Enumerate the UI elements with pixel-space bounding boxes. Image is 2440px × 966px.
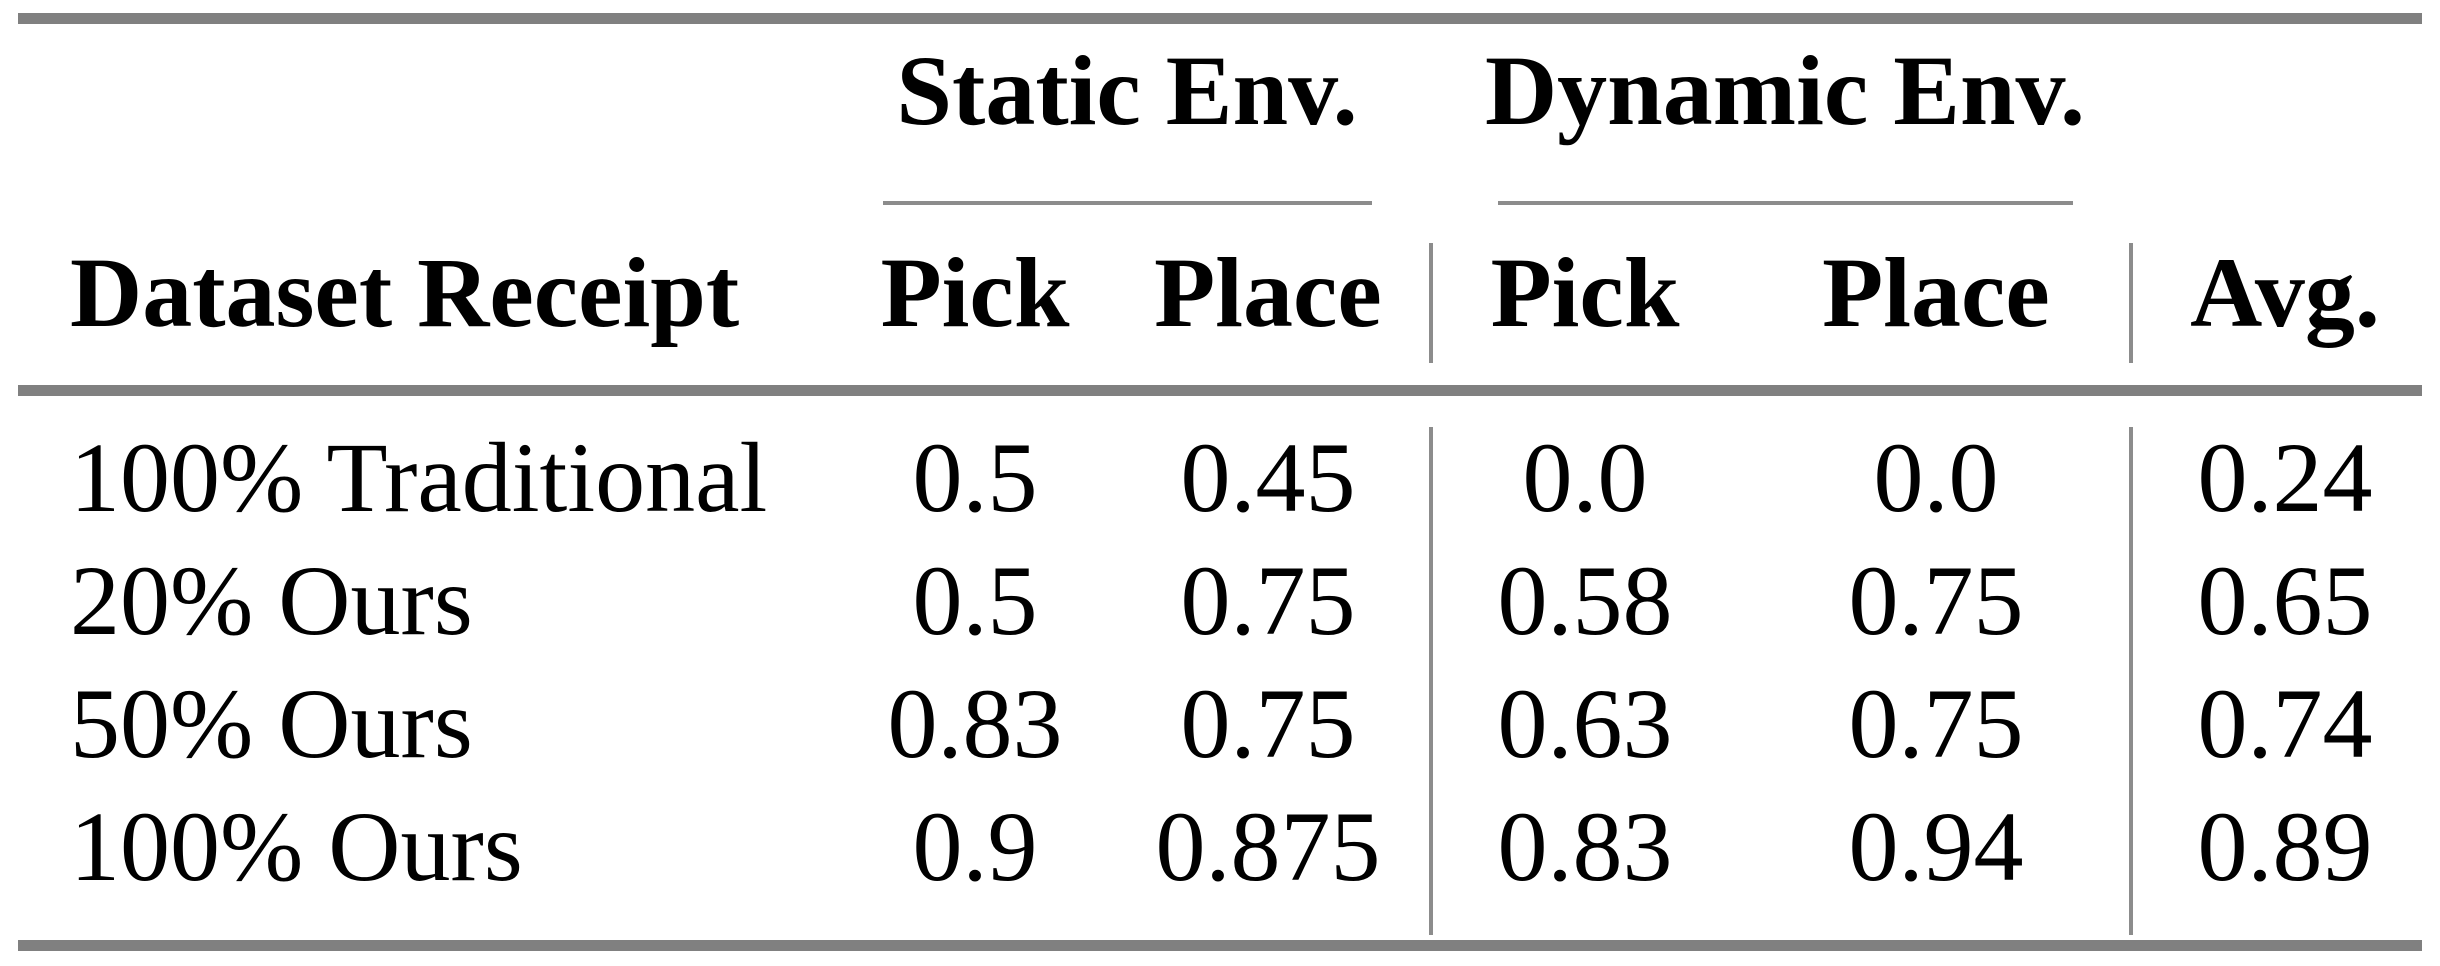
column-header-static-pick: Pick <box>880 237 1070 348</box>
cell-dynamic-place: 0.75 <box>1848 545 2024 656</box>
column-separator <box>2129 427 2133 935</box>
cell-static-pick: 0.5 <box>912 545 1038 656</box>
top-rule <box>18 13 2422 24</box>
cell-avg: 0.24 <box>2197 422 2373 533</box>
cell-static-place: 0.875 <box>1155 791 1381 902</box>
static-env-underline <box>883 201 1372 205</box>
cell-static-pick: 0.83 <box>887 668 1063 779</box>
cell-avg: 0.89 <box>2197 791 2373 902</box>
dynamic-env-underline <box>1498 201 2073 205</box>
cell-dynamic-place: 0.0 <box>1873 422 1999 533</box>
cell-dynamic-pick: 0.83 <box>1497 791 1673 902</box>
cell-dynamic-pick: 0.0 <box>1522 422 1648 533</box>
cell-dynamic-pick: 0.63 <box>1497 668 1673 779</box>
row-label: 20% Ours <box>70 545 473 656</box>
column-header-avg: Avg. <box>2190 237 2380 348</box>
table-row: 100% Ours 0.9 0.875 0.83 0.94 0.89 <box>0 792 2440 902</box>
cell-static-pick: 0.9 <box>912 791 1038 902</box>
column-header-dynamic-place: Place <box>1822 237 2050 348</box>
cell-avg: 0.74 <box>2197 668 2373 779</box>
cell-static-place: 0.75 <box>1180 668 1356 779</box>
row-label: 100% Traditional <box>70 422 768 533</box>
table-row: 20% Ours 0.5 0.75 0.58 0.75 0.65 <box>0 546 2440 656</box>
group-header-dynamic: Dynamic Env. <box>1484 35 2086 146</box>
column-separator <box>1429 427 1433 935</box>
cell-avg: 0.65 <box>2197 545 2373 656</box>
cell-static-place: 0.45 <box>1180 422 1356 533</box>
cell-static-place: 0.75 <box>1180 545 1356 656</box>
column-header-dataset: Dataset Receipt <box>70 237 740 348</box>
row-label: 100% Ours <box>70 791 523 902</box>
table-row: 50% Ours 0.83 0.75 0.63 0.75 0.74 <box>0 669 2440 779</box>
column-separator <box>2129 243 2133 363</box>
bottom-rule <box>18 940 2422 951</box>
cell-dynamic-place: 0.75 <box>1848 668 2024 779</box>
column-header-static-place: Place <box>1154 237 1382 348</box>
cell-static-pick: 0.5 <box>912 422 1038 533</box>
group-header-static: Static Env. <box>896 35 1358 146</box>
header-rule <box>18 385 2422 396</box>
column-separator <box>1429 243 1433 363</box>
row-label: 50% Ours <box>70 668 473 779</box>
table-row: 100% Traditional 0.5 0.45 0.0 0.0 0.24 <box>0 423 2440 533</box>
cell-dynamic-pick: 0.58 <box>1497 545 1673 656</box>
column-header-row: Dataset Receipt Pick Place Pick Place Av… <box>0 238 2440 348</box>
column-header-dynamic-pick: Pick <box>1490 237 1680 348</box>
cell-dynamic-place: 0.94 <box>1848 791 2024 902</box>
